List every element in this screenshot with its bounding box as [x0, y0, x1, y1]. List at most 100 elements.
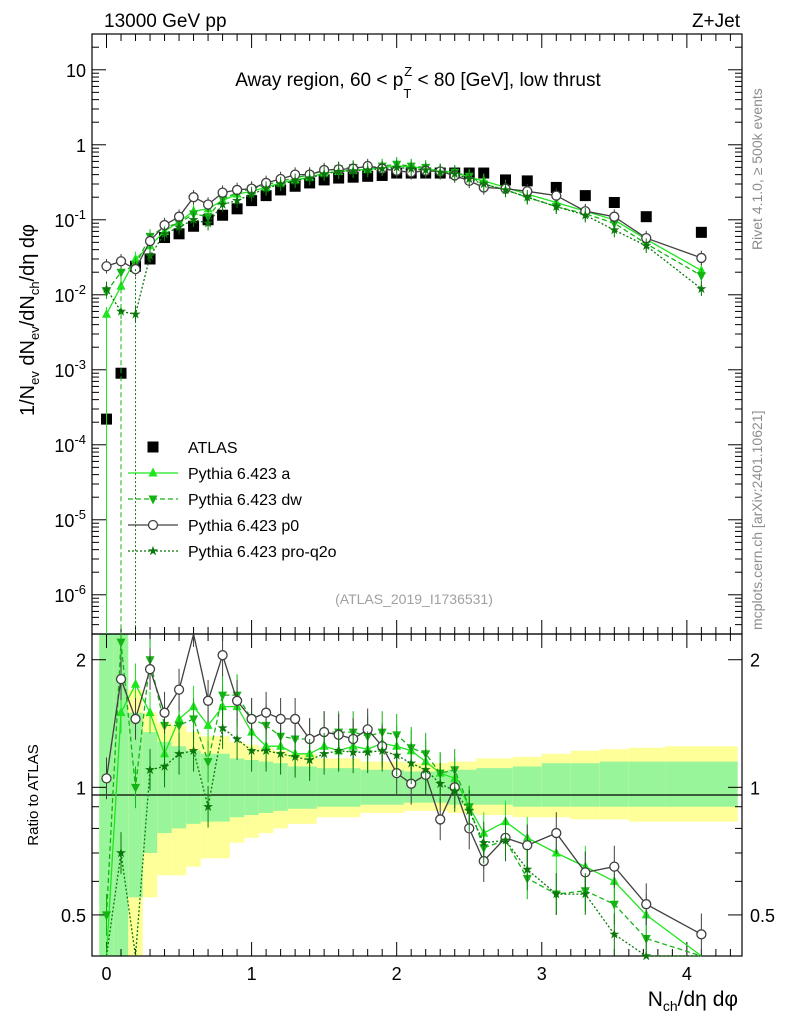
marker-circle: [115, 256, 127, 267]
band-inner: [229, 758, 245, 818]
band-inner: [171, 746, 187, 829]
band-inner: [628, 761, 666, 807]
y-tick-label: 10-2: [54, 282, 86, 306]
marker-star: [478, 837, 489, 847]
marker-circle: [275, 713, 286, 725]
marker-star: [696, 283, 707, 294]
y-tick-label: 10-3: [54, 357, 86, 381]
marker-circle: [115, 673, 127, 685]
marker-star: [641, 950, 652, 961]
marker-circle: [217, 650, 228, 661]
marker-star: [609, 929, 620, 939]
marker-star: [420, 764, 431, 775]
marker-circle: [522, 840, 533, 851]
energy-label: 13000 GeV pp: [104, 11, 227, 32]
ratio-line: [105, 726, 702, 957]
marker-star: [522, 864, 533, 874]
marker-circle: [609, 861, 620, 872]
series-pythia-6-423-a: [102, 158, 706, 322]
marker-square: [478, 167, 490, 179]
xlabel: Nch/dη dφ: [648, 988, 738, 1014]
marker-star: [145, 764, 156, 775]
marker-star: [522, 191, 533, 202]
marker-star: [174, 221, 185, 232]
marker-star: [641, 240, 652, 251]
marker-star: [406, 757, 417, 768]
marker-star: [148, 545, 158, 556]
marker-square: [640, 211, 652, 223]
marker-triangle-up: [148, 467, 158, 477]
y-tick-label: 10-6: [54, 582, 86, 606]
marker-star: [333, 745, 344, 755]
plot-title: Away region, 60 < pTZ < 80 [GeV], low th…: [235, 64, 601, 101]
marker-star: [609, 224, 620, 235]
marker-star: [391, 162, 402, 172]
band-inner: [570, 763, 600, 807]
band-inner: [244, 760, 259, 816]
marker-circle: [551, 190, 562, 201]
marker-circle: [231, 184, 243, 196]
marker-star: [174, 748, 185, 759]
marker-star: [464, 805, 475, 816]
marker-triangle-up: [116, 707, 126, 717]
marker-square: [608, 197, 620, 209]
marker-star: [232, 733, 243, 744]
ratio-series-pythia-6-423-pro-q2o: [105, 707, 702, 961]
marker-circle: [144, 235, 156, 247]
band-inner: [316, 768, 361, 807]
ratio-y-tick-label-right: 1: [750, 778, 760, 798]
ratio-line: [105, 642, 702, 957]
marker-triangle-up: [102, 308, 112, 318]
marker-circle: [147, 519, 159, 531]
band-inner: [186, 750, 201, 824]
ratio-y-tick-label-right: 0.5: [750, 906, 775, 926]
marker-star: [580, 209, 591, 220]
marker-star: [159, 761, 170, 771]
x-tick-label: 1: [247, 964, 257, 984]
marker-star: [348, 165, 359, 176]
band-inner: [541, 763, 571, 807]
marker-triangle-up: [131, 678, 141, 688]
marker-star: [217, 722, 228, 733]
marker-star: [580, 888, 591, 899]
marker-star: [551, 201, 562, 211]
marker-triangle-down: [189, 715, 199, 725]
x-tick-label: 3: [537, 964, 547, 984]
marker-star: [116, 306, 127, 316]
marker-star: [435, 167, 446, 177]
marker-square: [500, 174, 512, 186]
marker-square: [147, 441, 159, 453]
marker-circle: [202, 199, 214, 210]
marker-triangle-down: [174, 721, 184, 731]
marker-triangle-down: [203, 758, 213, 768]
marker-circle: [130, 713, 141, 725]
mcplots-label: mcplots.cern.ch [arXiv:2401.10621]: [749, 411, 765, 630]
marker-star: [275, 178, 286, 189]
marker-star: [362, 164, 373, 175]
marker-star: [246, 188, 257, 199]
marker-star: [478, 178, 489, 189]
marker-star: [145, 250, 156, 261]
marker-circle: [231, 695, 243, 706]
marker-star: [391, 750, 402, 760]
marker-triangle-up: [116, 280, 126, 290]
marker-star: [159, 228, 170, 239]
marker-circle: [188, 192, 199, 203]
marker-star: [333, 166, 344, 176]
ratio-series-pythia-6-423-p0: [101, 633, 707, 956]
marker-square: [521, 175, 533, 187]
band-inner: [273, 763, 288, 811]
band-inner: [599, 761, 629, 807]
ratio-y-tick-label: 1: [76, 778, 86, 798]
ratio-series: [101, 633, 707, 961]
band-inner: [665, 761, 738, 807]
marker-circle: [101, 773, 112, 784]
marker-square: [231, 203, 243, 215]
marker-triangle-down: [609, 900, 619, 910]
marker-star: [203, 217, 214, 228]
marker-star: [319, 748, 330, 759]
marker-star: [435, 778, 446, 788]
legend-label: Pythia 6.423 p0: [188, 518, 299, 535]
marker-star: [319, 168, 330, 179]
marker-circle: [641, 899, 652, 910]
